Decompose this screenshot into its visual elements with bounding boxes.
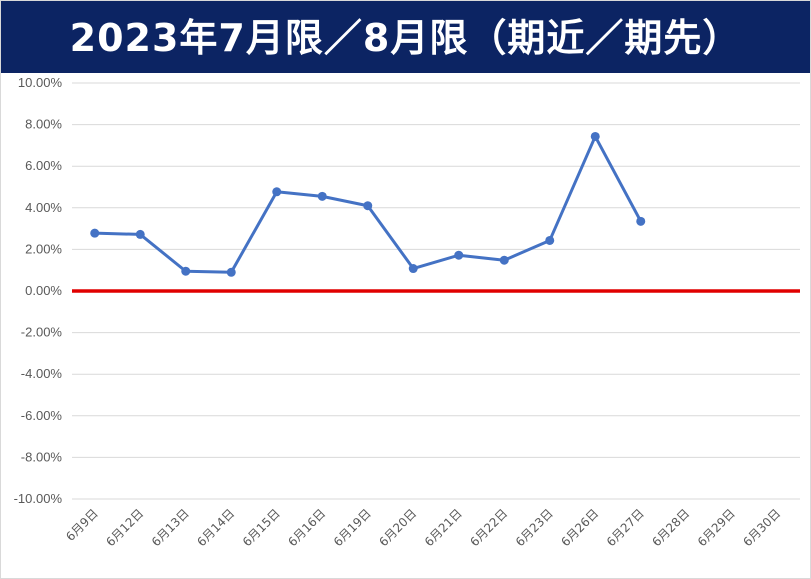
x-tick-label: 6月21日: [422, 506, 465, 549]
y-tick-label: -6.00%: [21, 408, 63, 423]
data-point: [181, 266, 191, 276]
y-tick-label: -4.00%: [21, 366, 63, 381]
y-tick-label: -8.00%: [21, 449, 63, 464]
y-tick-label: 0.00%: [25, 283, 62, 298]
data-point: [90, 228, 100, 238]
data-point: [363, 201, 373, 211]
x-tick-label: 6月15日: [240, 506, 283, 549]
x-tick-label: 6月16日: [285, 506, 328, 549]
x-tick-label: 6月30日: [740, 506, 783, 549]
chart-title: 2023年7月限／8月限（期近／期先）: [69, 16, 742, 60]
data-point: [317, 191, 327, 201]
x-tick-label: 6月9日: [63, 506, 101, 544]
data-point: [590, 131, 600, 141]
y-tick-label: -10.00%: [14, 491, 63, 506]
data-point: [636, 216, 646, 226]
data-point: [272, 187, 282, 197]
y-tick-label: 10.00%: [18, 75, 63, 90]
y-tick-label: 4.00%: [25, 200, 62, 215]
x-tick-label: 6月23日: [513, 506, 556, 549]
x-tick-label: 6月19日: [331, 506, 374, 549]
x-tick-label: 6月27日: [604, 506, 647, 549]
x-tick-label: 6月14日: [194, 506, 237, 549]
data-point: [135, 229, 145, 239]
x-tick-label: 6月13日: [149, 506, 192, 549]
y-tick-label: 2.00%: [25, 241, 62, 256]
data-point: [545, 235, 555, 245]
x-tick-label: 6月20日: [376, 506, 419, 549]
data-point: [454, 250, 464, 260]
y-tick-label: 6.00%: [25, 158, 62, 173]
data-point: [226, 267, 236, 277]
x-tick-label: 6月12日: [103, 506, 146, 549]
title-bar: [1, 1, 810, 73]
y-tick-label: -2.00%: [21, 325, 63, 340]
x-tick-label: 6月26日: [558, 506, 601, 549]
x-tick-label: 6月29日: [695, 506, 738, 549]
x-tick-label: 6月22日: [467, 506, 510, 549]
data-point: [499, 255, 509, 265]
data-point: [408, 264, 418, 274]
x-tick-label: 6月28日: [649, 506, 692, 549]
y-tick-label: 8.00%: [25, 117, 62, 132]
